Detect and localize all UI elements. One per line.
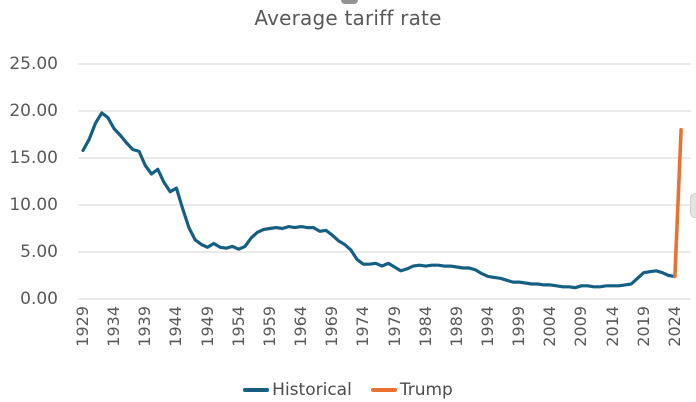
x-tick-label: 2009 xyxy=(571,306,590,347)
legend-label: Historical xyxy=(272,379,352,400)
series-line-trump xyxy=(673,128,683,279)
cropped-ui-handle xyxy=(341,0,358,4)
legend-label: Trump xyxy=(399,379,453,400)
y-tick-label: 15.00 xyxy=(9,148,58,168)
legend-swatch-icon xyxy=(370,387,397,392)
legend-entry-trump: Trump xyxy=(370,379,453,400)
legend: Historical Trump xyxy=(0,377,696,402)
x-tick-label: 1934 xyxy=(104,306,123,347)
legend-swatch-icon xyxy=(243,387,270,392)
y-tick-label: 25.00 xyxy=(9,54,58,74)
x-tick-label: 1954 xyxy=(229,306,248,347)
x-tick-label: 1949 xyxy=(198,306,217,347)
x-tick-label: 1959 xyxy=(260,306,279,347)
x-tick-label: 1964 xyxy=(291,306,310,347)
x-tick-label: 1974 xyxy=(353,306,372,347)
y-tick-label: 20.00 xyxy=(9,101,58,121)
y-tick-label: 5.00 xyxy=(20,242,58,262)
x-tick-label: 1989 xyxy=(447,306,466,347)
x-tick-label: 1939 xyxy=(135,306,154,347)
x-tick-label: 2014 xyxy=(603,306,622,347)
y-tick-label: 10.00 xyxy=(9,195,58,215)
x-tick-label: 1969 xyxy=(322,306,341,347)
x-tick-label: 2004 xyxy=(540,306,559,347)
series-line-historical xyxy=(81,111,677,290)
x-tick-label: 2019 xyxy=(634,306,653,347)
x-tick-label: 1999 xyxy=(509,306,528,347)
legend-entry-historical: Historical xyxy=(243,380,352,400)
x-tick-label: 2024 xyxy=(665,306,684,347)
x-tick-label: 1929 xyxy=(73,306,92,347)
x-tick-label: 1944 xyxy=(166,306,185,347)
x-tick-label: 1979 xyxy=(385,306,404,347)
chart-title: Average tariff rate xyxy=(254,6,442,30)
y-tick-label: 0.00 xyxy=(20,289,58,309)
x-tick-label: 1994 xyxy=(478,306,497,347)
x-tick-label: 1984 xyxy=(416,306,435,347)
